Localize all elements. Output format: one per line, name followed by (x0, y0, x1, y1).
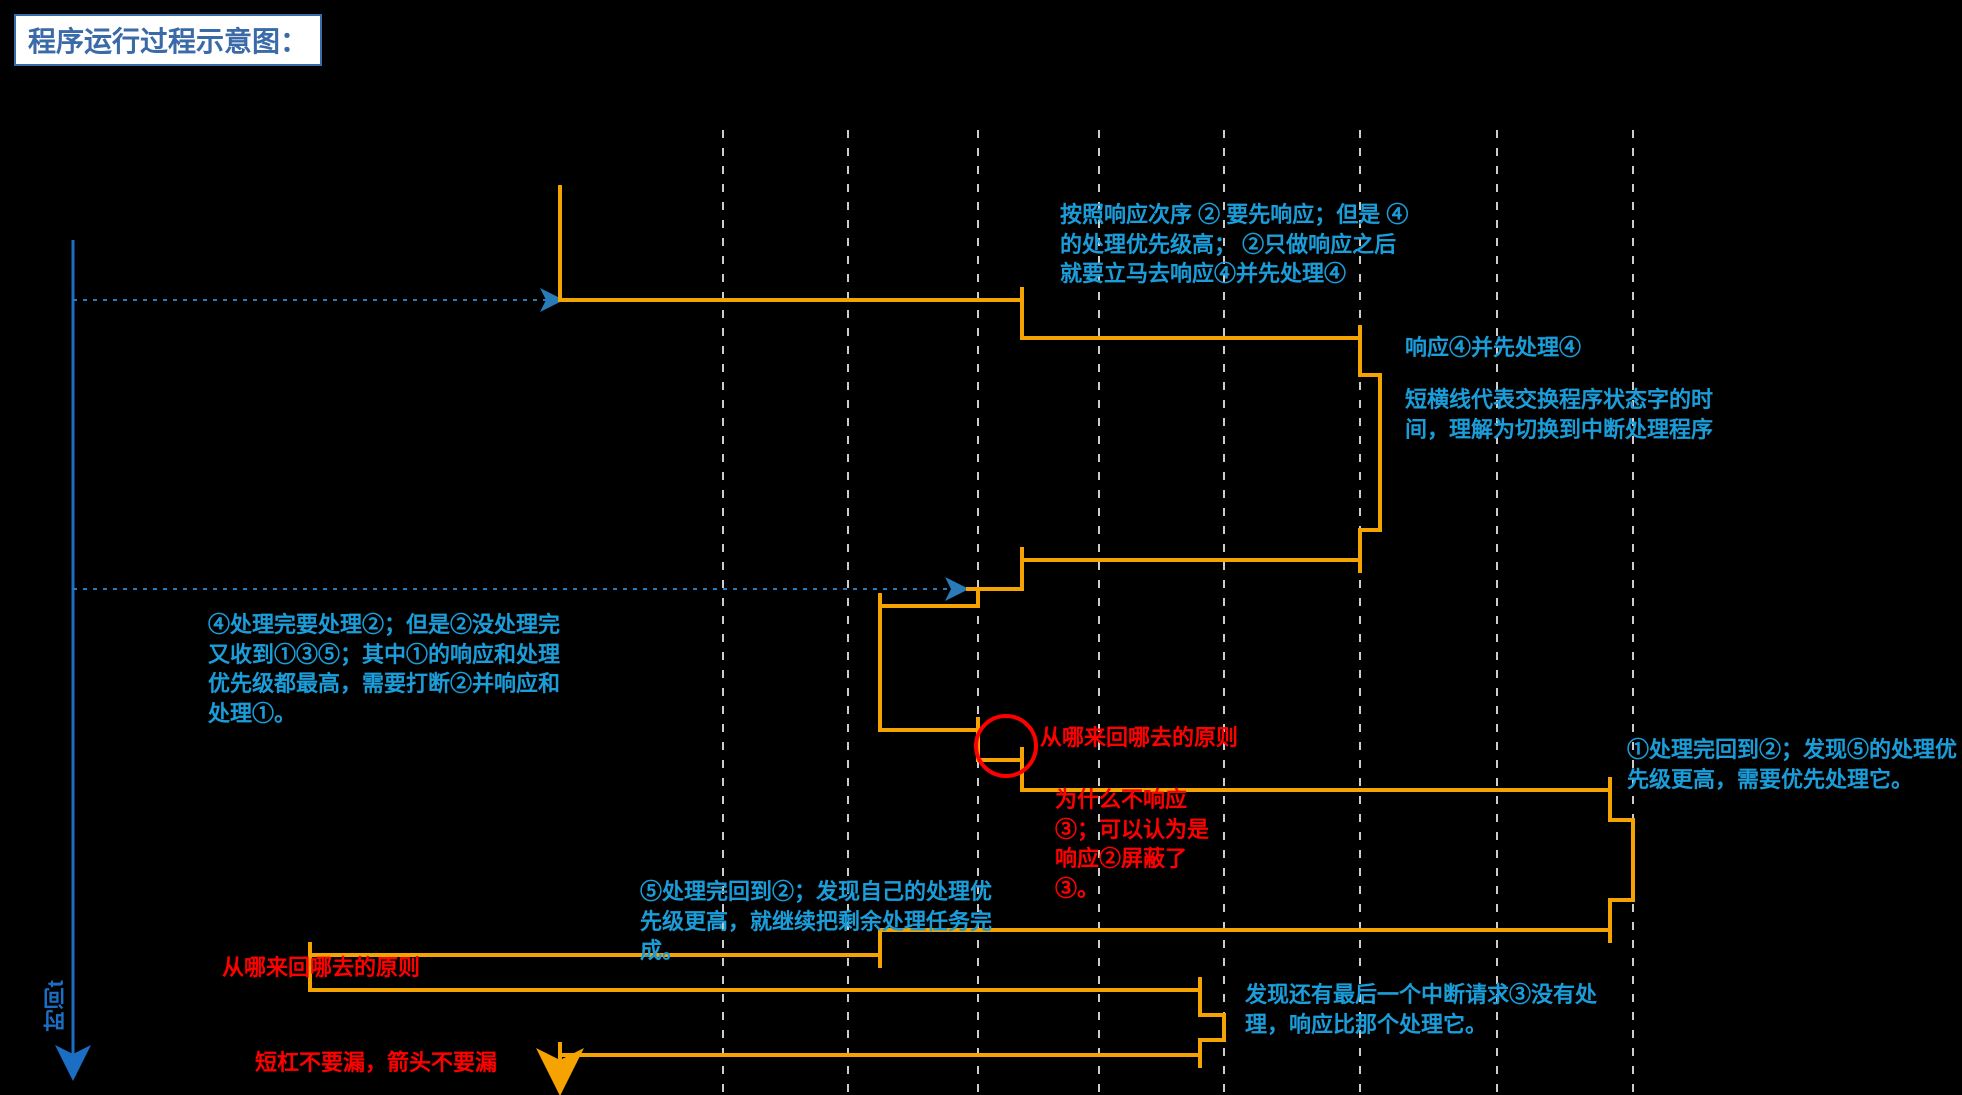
annotation-ann7: ①处理完回到②；发现⑤的处理优先级更高，需要优先处理它。 (1627, 735, 1957, 794)
annotation-ann8: ⑤处理完回到②；发现自己的处理优先级更高，就继续把剩余处理任务完成。 (640, 877, 1000, 966)
annotation-ann10: 发现还有最后一个中断请求③没有处理，响应比那个处理它。 (1245, 980, 1615, 1039)
annotation-text: 从哪来回哪去的原则 (222, 955, 420, 980)
highlight-circle (976, 716, 1036, 776)
annotation-text: 按照响应次序 ② 要先响应；但是 ④ 的处理优先级高； ②只做响应之后就要立马去… (1060, 202, 1408, 286)
annotation-text: 从哪来回哪去的原则 (1040, 725, 1238, 750)
annotation-ann3: 短横线代表交换程序状态字的时间，理解为切换到中断处理程序 (1405, 385, 1735, 444)
annotation-ann2: 响应④并先处理④ (1405, 333, 1705, 363)
annotation-text: ⑤处理完回到②；发现自己的处理优先级更高，就继续把剩余处理任务完成。 (640, 879, 992, 963)
annotation-ann4: ④处理完要处理②；但是②没处理完又收到①③⑤；其中①的响应和处理优先级都最高，需… (208, 610, 578, 729)
annotation-text: 短横线代表交换程序状态字的时间，理解为切换到中断处理程序 (1405, 387, 1713, 442)
annotation-text: 短杠不要漏，箭头不要漏 (255, 1050, 497, 1075)
annotation-ann1: 按照响应次序 ② 要先响应；但是 ④ 的处理优先级高； ②只做响应之后就要立马去… (1060, 200, 1410, 289)
annotation-ann6: 为什么不响应③；可以认为是响应②屏蔽了③。 (1055, 785, 1225, 904)
annotation-text: 发现还有最后一个中断请求③没有处理，响应比那个处理它。 (1245, 982, 1597, 1037)
annotation-text: 响应④并先处理④ (1405, 335, 1581, 360)
annotation-text: 为什么不响应③；可以认为是响应②屏蔽了③。 (1055, 787, 1209, 901)
annotation-text: ④处理完要处理②；但是②没处理完又收到①③⑤；其中①的响应和处理优先级都最高，需… (208, 612, 560, 726)
annotation-ann9: 从哪来回哪去的原则 (222, 953, 542, 983)
annotation-text: ①处理完回到②；发现⑤的处理优先级更高，需要优先处理它。 (1627, 737, 1957, 792)
annotation-ann5: 从哪来回哪去的原则 (1040, 723, 1360, 753)
annotation-ann11: 短杠不要漏，箭头不要漏 (255, 1048, 615, 1078)
